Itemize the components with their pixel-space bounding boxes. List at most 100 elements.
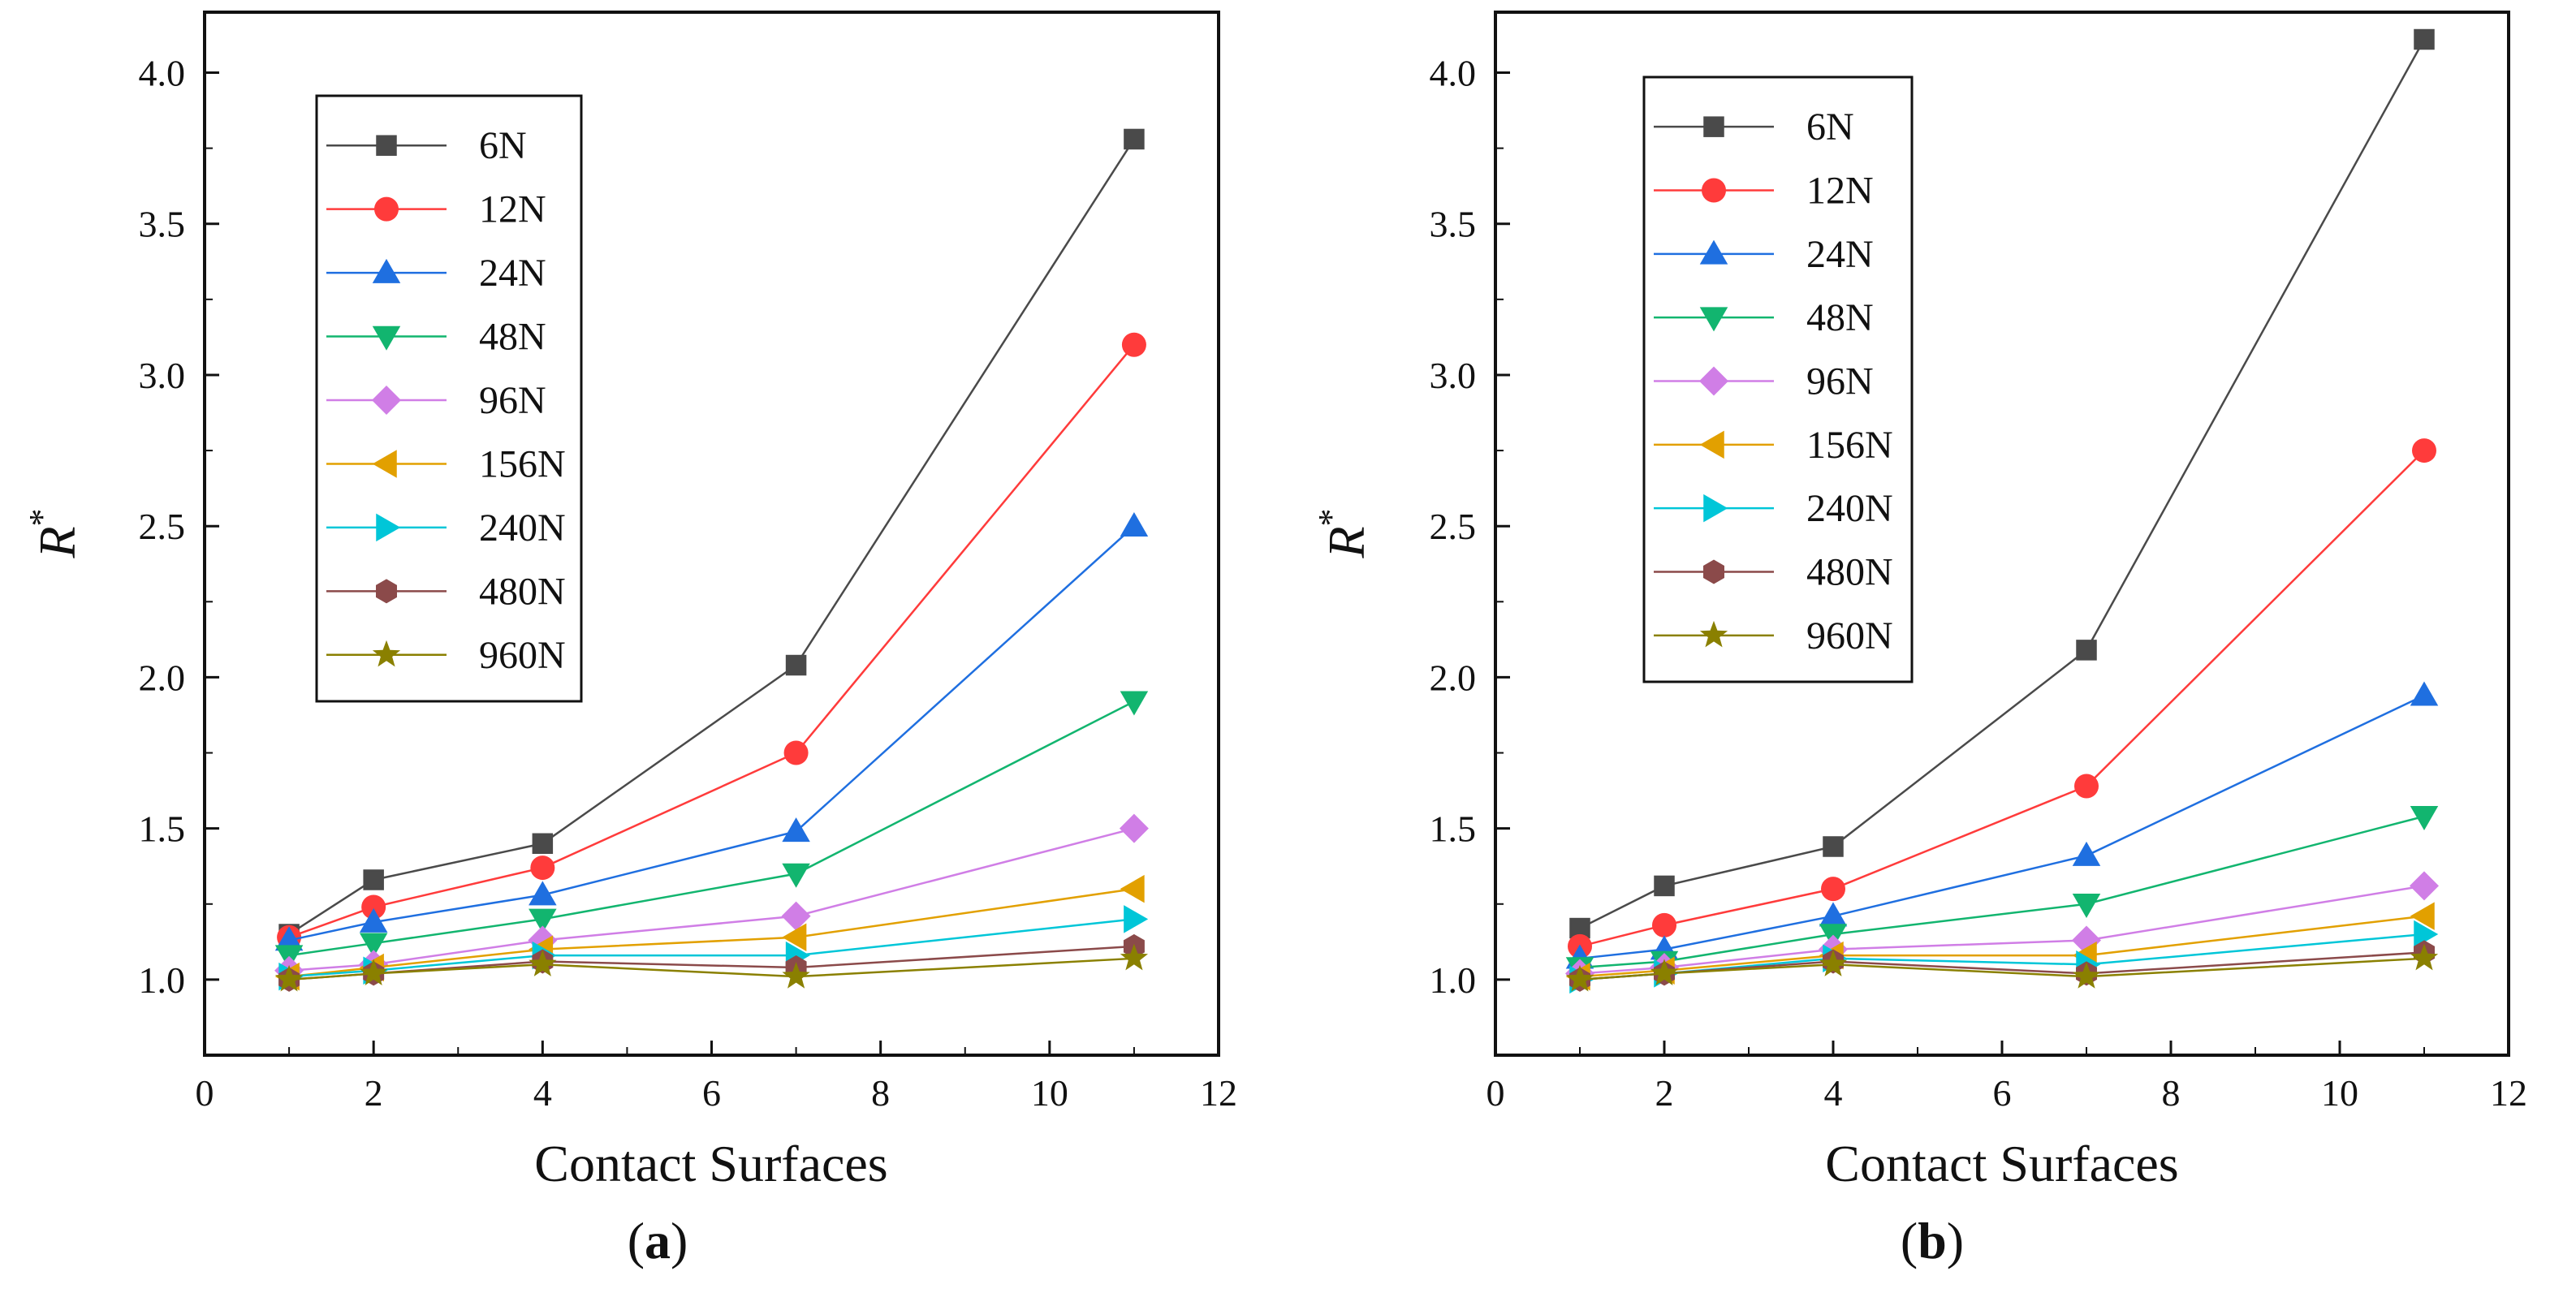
x-tick-label-a: 8: [871, 1072, 890, 1114]
legend-marker-24N-a: [372, 258, 401, 283]
data-point-240N-b: [2414, 920, 2439, 949]
data-point-48N-b: [2072, 894, 2101, 919]
data-point-12N-a: [361, 894, 386, 920]
data-point-6N-b: [1823, 836, 1844, 857]
x-tick-label-b: 2: [1655, 1072, 1674, 1114]
data-point-6N-b: [2414, 28, 2435, 50]
data-point-6N-a: [363, 869, 384, 890]
x-tick-label-a: 12: [1200, 1072, 1237, 1114]
data-point-12N-a: [783, 740, 809, 765]
legend-label-48N-b: 48N: [1806, 296, 1874, 339]
panel-label-close-b: ): [1947, 1212, 1964, 1269]
legend-marker-156N-b: [1699, 430, 1724, 459]
x-axis-title-b: Contact Surfaces: [1825, 1135, 2178, 1192]
data-point-6N-a: [1124, 128, 1145, 150]
legend-marker-480N-b: [1703, 559, 1724, 584]
legend-item-480N-b: 480N: [1654, 551, 1893, 594]
data-point-96N-a: [1119, 813, 1149, 843]
panel-label-a: (a): [628, 1212, 688, 1269]
y-tick-label-a: 2.0: [139, 657, 186, 698]
panel-label-letter-a: a: [645, 1212, 671, 1269]
data-point-96N-a: [781, 901, 811, 931]
y-tick-label-a: 2.5: [139, 506, 186, 547]
series-960N-b: [1565, 943, 2439, 992]
y-tick-label-a: 3.0: [139, 355, 186, 396]
legend-item-12N-a: 12N: [326, 188, 546, 231]
legend-item-6N-a: 6N: [326, 124, 527, 167]
y-axis-title-a: R*: [22, 508, 86, 558]
data-point-24N-a: [529, 881, 557, 906]
legend-item-12N-b: 12N: [1654, 170, 1874, 213]
series-line-960N-a: [288, 957, 1134, 981]
y-tick-label-b: 1.5: [1430, 808, 1477, 850]
data-point-12N-b: [2074, 774, 2099, 799]
legend-item-240N-a: 240N: [326, 506, 566, 550]
x-tick-label-b: 12: [2490, 1072, 2527, 1114]
data-point-6N-a: [785, 654, 807, 676]
legend-label-12N-b: 12N: [1806, 170, 1874, 213]
series-24N-a: [274, 511, 1149, 951]
series-24N-b: [1565, 681, 2439, 969]
chart-panel-b: 0 2 4 6 8 10 12 1.0 1.5 2.0 2.5 3.0 3.5 4.0 6N 12N 24N 48…: [1311, 11, 2527, 1269]
legend-item-24N-a: 24N: [326, 252, 546, 295]
data-point-12N-a: [530, 856, 555, 881]
data-point-48N-a: [782, 863, 810, 888]
data-point-960N-a: [782, 962, 810, 989]
legend-label-6N-b: 6N: [1806, 106, 1854, 149]
y-tick-label-a: 1.0: [139, 959, 186, 1001]
x-tick-label-b: 10: [2321, 1072, 2358, 1114]
legend-label-96N-b: 96N: [1806, 360, 1874, 403]
legend-item-240N-b: 240N: [1654, 487, 1893, 530]
data-point-24N-b: [2072, 841, 2101, 866]
y-tick-label-b: 2.0: [1430, 657, 1477, 698]
y-tick-label-a: 3.5: [139, 204, 186, 245]
series-6N-b: [1569, 28, 2435, 939]
x-tick-label-a: 0: [196, 1072, 214, 1114]
legend-label-12N-a: 12N: [479, 188, 546, 231]
legend-label-96N-a: 96N: [479, 379, 546, 422]
y-axis-title-main-a: R: [28, 526, 86, 558]
data-point-960N-b: [1565, 964, 1594, 992]
y-tick-label-a: 4.0: [139, 52, 186, 93]
data-point-12N-b: [2412, 438, 2436, 463]
data-point-960N-a: [529, 950, 557, 976]
legend-b: 6N 12N 24N 48N 96N 156N 240N 480N 960N: [1642, 75, 1914, 683]
data-point-12N-b: [1821, 877, 1845, 902]
series-240N-a: [278, 905, 1149, 991]
legend-item-480N-a: 480N: [326, 570, 566, 613]
legend-item-48N-a: 48N: [326, 316, 546, 359]
panel-label-close-a: ): [671, 1212, 688, 1269]
legend-marker-240N-a: [376, 513, 401, 542]
series-156N-b: [1565, 902, 2435, 991]
legend-label-156N-a: 156N: [479, 442, 566, 485]
y-tick-label-b: 2.5: [1430, 506, 1477, 547]
legend-item-156N-a: 156N: [326, 442, 566, 485]
legend-marker-480N-a: [376, 579, 397, 604]
legend-marker-156N-a: [372, 450, 397, 478]
series-240N-b: [1569, 920, 2439, 994]
data-point-960N-b: [2410, 943, 2439, 971]
x-tick-label-b: 0: [1486, 1072, 1505, 1114]
panel-label-b: (b): [1901, 1212, 1964, 1269]
legend-item-960N-b: 960N: [1654, 614, 1893, 657]
legend-box-a: [315, 94, 583, 703]
legend-item-96N-a: 96N: [326, 379, 546, 422]
data-point-960N-b: [2072, 962, 2101, 989]
legend-label-24N-b: 24N: [1806, 233, 1874, 276]
x-axis-title-a: Contact Surfaces: [534, 1135, 887, 1192]
legend-label-240N-a: 240N: [479, 506, 566, 550]
data-point-24N-a: [1120, 511, 1149, 537]
data-point-24N-a: [782, 817, 810, 843]
y-axis-title-b: R*: [1311, 508, 1375, 558]
data-point-156N-b: [2410, 902, 2435, 930]
data-point-960N-a: [1120, 943, 1149, 971]
legend-marker-12N-a: [374, 196, 399, 222]
x-tick-label-b: 6: [1993, 1072, 2012, 1114]
data-point-240N-a: [1124, 905, 1149, 933]
series-line-48N-a: [288, 700, 1135, 957]
legend-item-96N-b: 96N: [1654, 360, 1874, 403]
legend-label-960N-a: 960N: [479, 634, 566, 677]
legend-item-48N-b: 48N: [1654, 296, 1874, 339]
legend-marker-24N-b: [1699, 239, 1728, 265]
